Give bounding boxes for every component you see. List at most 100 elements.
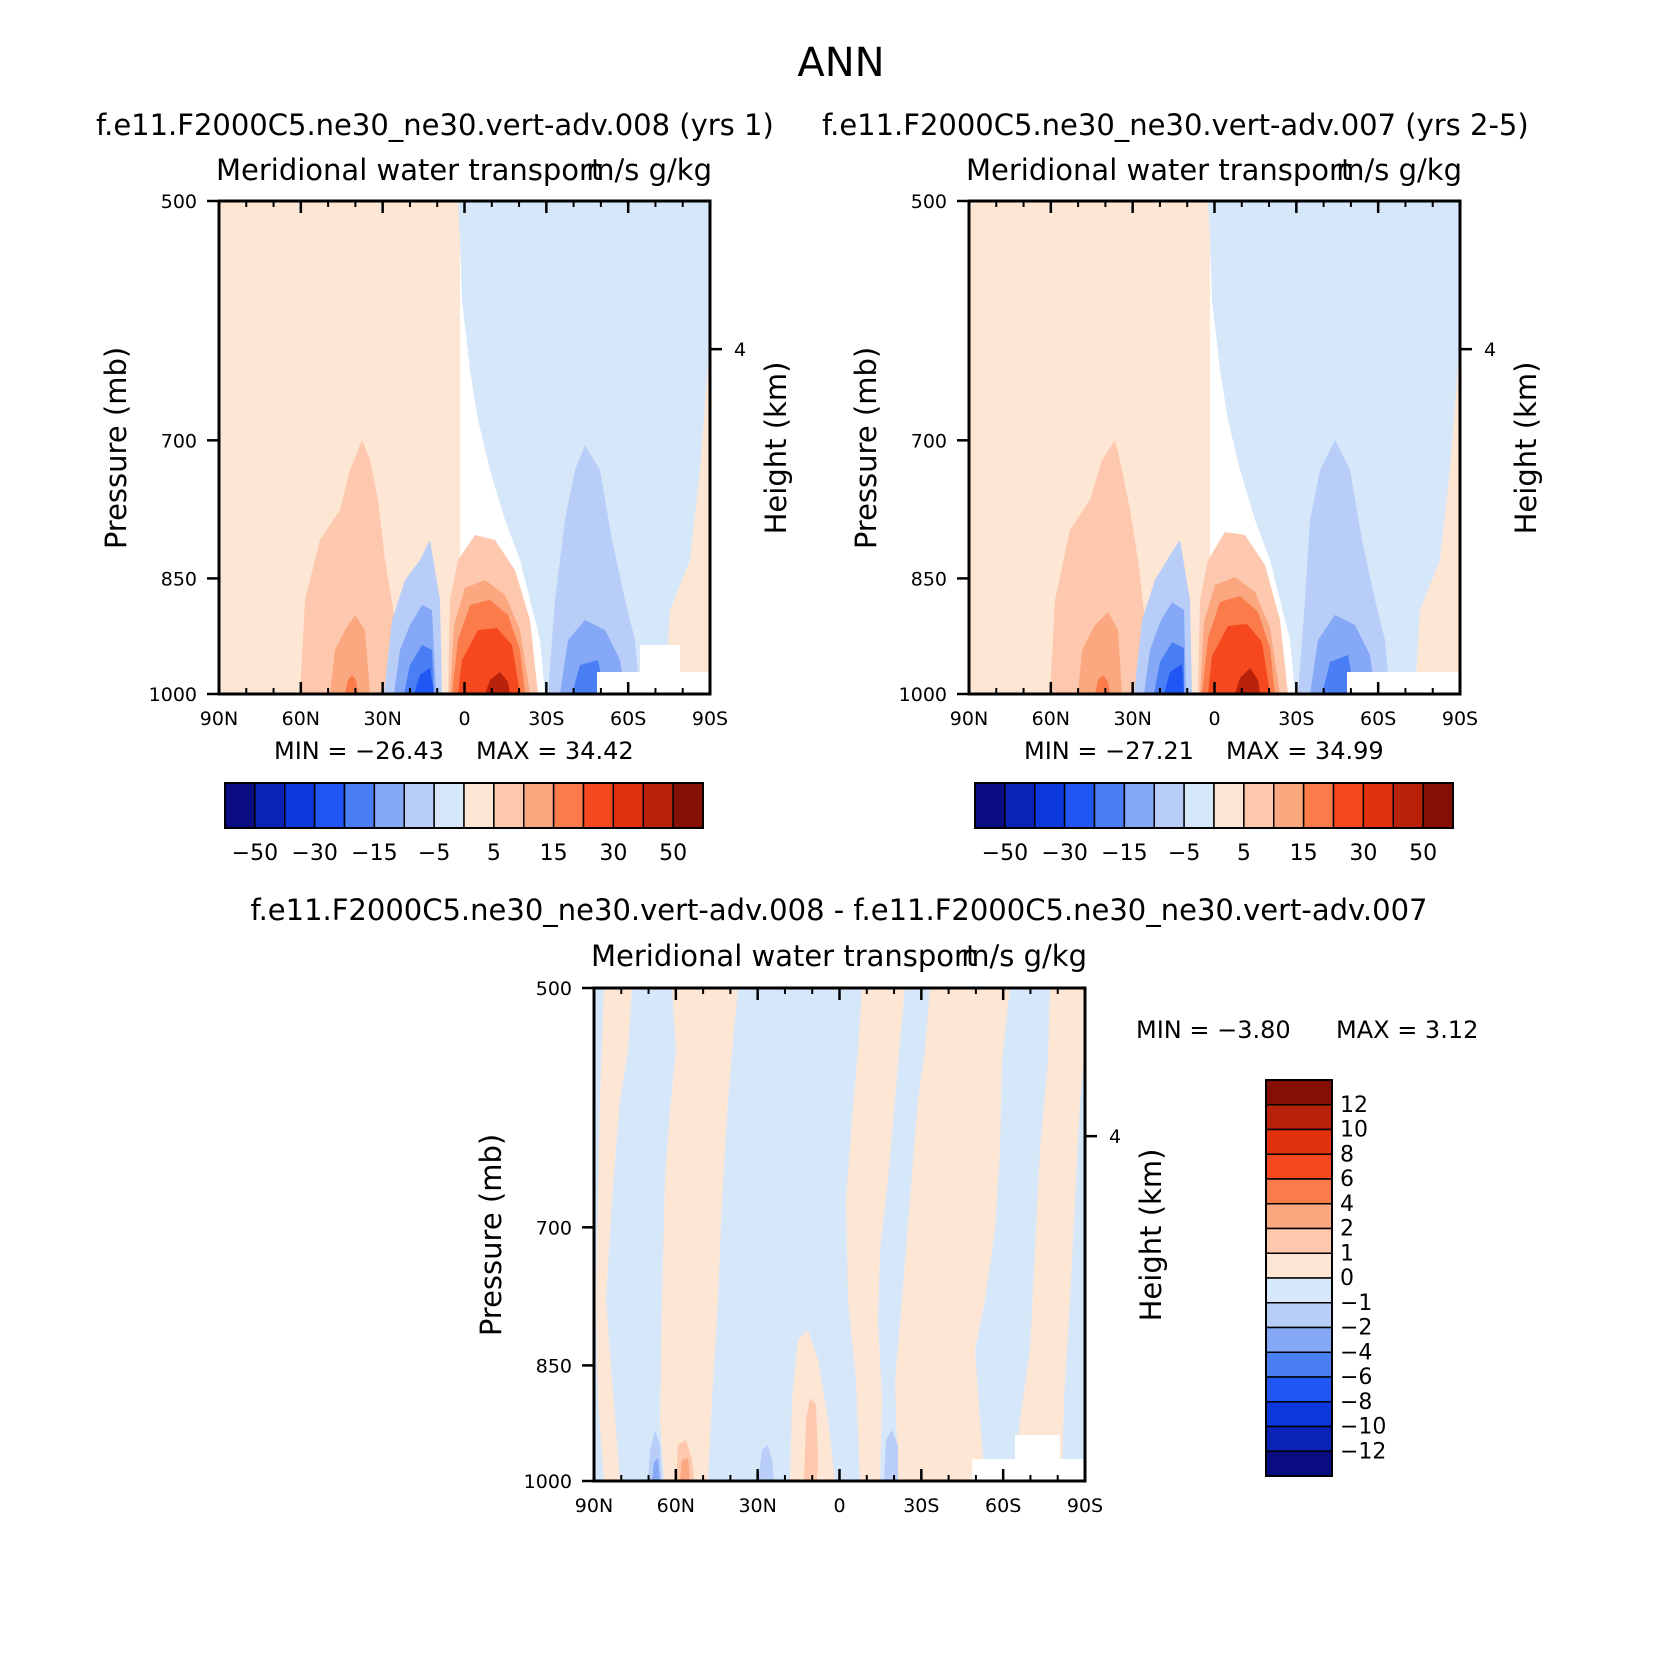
panel-2-ylabel: Pressure (mb): [849, 347, 883, 549]
colorbar-frame: [224, 782, 704, 829]
colorbar-label: −8: [1340, 1390, 1372, 1415]
panel-1-contour-neg-5-sh: [548, 445, 640, 694]
x-tick-label: 60S: [1360, 708, 1396, 730]
colorbar-swatch: [1213, 782, 1245, 829]
panel-3-contour-pos-1: [804, 1398, 818, 1481]
panel-1-contour-neg-15-sh: [572, 660, 605, 694]
panel-1-ylabel: Pressure (mb): [99, 347, 133, 549]
colorbar-label: 50: [659, 841, 687, 866]
x-tick-label: 60N: [282, 708, 320, 730]
colorbar-swatch: [463, 782, 495, 829]
colorbar-swatch: [1362, 782, 1394, 829]
panel-3-y-ticks: 500 700 850 1000 4: [524, 978, 1121, 1493]
panel-1-min-label: MIN = −26.43: [274, 737, 444, 765]
x-tick-label: 30N: [738, 1495, 776, 1517]
panel-2-contours: [969, 201, 1460, 694]
y2-tick-label: 4: [734, 339, 746, 361]
colorbar-label: 10: [1340, 1118, 1368, 1143]
panel-2-y2label: Height (km): [1509, 362, 1543, 535]
colorbar-swatch: [373, 782, 405, 829]
colorbar-label: −1: [1340, 1291, 1372, 1316]
colorbar-swatch: [284, 782, 316, 829]
y-tick-label: 500: [161, 191, 197, 213]
colorbar-swatch: [224, 782, 256, 829]
colorbar-swatch: [1392, 782, 1424, 829]
x-tick-label: 90S: [1067, 1495, 1103, 1517]
panel-3-contour-neg-0-band: [594, 988, 604, 1481]
panel-1-missing-data: [640, 645, 680, 675]
colorbar-swatch: [493, 782, 525, 829]
x-tick-label: 90N: [950, 708, 988, 730]
colorbar-label: −12: [1340, 1439, 1386, 1464]
colorbar-label: −50: [982, 841, 1028, 866]
y-tick-label: 1000: [149, 684, 197, 706]
panel-3-contour-neg-1: [758, 1445, 774, 1481]
colorbar-swatch: [612, 782, 644, 829]
colorbar-swatch: [1265, 1203, 1333, 1230]
colorbar-label: −5: [418, 841, 450, 866]
colorbar-swatch: [1265, 1351, 1333, 1378]
panel-2-contour-neg-5-sh: [1298, 440, 1390, 694]
panel-1-x-ticks: 90N 60N 30N 0 30S 60S 90S: [200, 201, 728, 730]
panel-2-contour-pos-30-sh: [1235, 668, 1260, 694]
y-tick-label: 850: [536, 1355, 572, 1377]
colorbar-swatch: [1265, 1401, 1333, 1428]
colorbar-swatch: [1243, 782, 1275, 829]
colorbar-swatch: [1153, 782, 1185, 829]
panel-3-contours: [594, 988, 1085, 1481]
panel-1-contour-pos-10-nh: [330, 615, 370, 694]
panel-3-contour-neg-0-band: [606, 988, 676, 1481]
colorbar-swatch: [1265, 1178, 1333, 1205]
panel-3-contour-neg-0-band: [708, 988, 862, 1481]
colorbar-swatch: [343, 782, 376, 829]
panel-2-right-string: m/s g/kg: [1336, 153, 1462, 187]
colorbar-swatch: [1265, 1128, 1333, 1155]
y-tick-label: 1000: [899, 684, 947, 706]
colorbar-swatch: [1265, 1227, 1333, 1254]
colorbar-swatch: [1273, 782, 1305, 829]
x-tick-label: 60N: [1032, 708, 1070, 730]
panel-3-contour-neg-2: [652, 1458, 660, 1481]
colorbar-swatch: [1265, 1252, 1333, 1279]
panel-3-y2label: Height (km): [1134, 1149, 1168, 1322]
x-tick-label: 60S: [610, 708, 646, 730]
colorbar-swatch: [1265, 1277, 1333, 1304]
y-tick-label: 850: [161, 568, 197, 590]
colorbar-swatch: [582, 782, 615, 829]
x-tick-label: 0: [833, 1495, 845, 1517]
panel-2-title: f.e11.F2000C5.ne30_ne30.vert-adv.007 (yr…: [822, 108, 1529, 142]
colorbar-label: 4: [1340, 1192, 1354, 1217]
colorbar-label: −4: [1340, 1340, 1372, 1365]
y-tick-label: 500: [911, 191, 947, 213]
colorbar-label: 0: [1340, 1266, 1354, 1291]
x-tick-label: 30N: [1113, 708, 1151, 730]
y-tick-label: 850: [911, 568, 947, 590]
figure-title: ANN: [797, 40, 884, 86]
panel-1-contours: [219, 201, 710, 694]
x-tick-label: 60S: [985, 1495, 1021, 1517]
x-tick-label: 90S: [1442, 708, 1478, 730]
x-tick-label: 90S: [692, 708, 728, 730]
colorbar-label: 15: [540, 841, 568, 866]
colorbar-swatch: [1265, 1104, 1333, 1131]
panel-1-contour-pos-20-sh: [458, 628, 520, 694]
panel-2-max-label: MAX = 34.99: [1226, 737, 1384, 765]
colorbar-swatch: [1302, 782, 1335, 829]
x-tick-label: 30S: [528, 708, 564, 730]
panel-2-colorbar: −50 −30 −15 −5 5 15 30 50: [974, 782, 1454, 866]
panel-2-contour-pos-5-polar: [1415, 340, 1460, 694]
colorbar-swatch: [403, 782, 435, 829]
colorbar-label: 5: [1237, 841, 1251, 866]
y-tick-label: 700: [911, 430, 947, 452]
colorbar-label: −15: [351, 841, 397, 866]
y-tick-label: 1000: [524, 1471, 572, 1493]
colorbar-swatch: [1265, 1376, 1333, 1403]
panel-2-x-ticks: 90N 60N 30N 0 30S 60S 90S: [950, 201, 1478, 730]
colorbar-swatch: [1004, 782, 1036, 829]
panel-3-contour-neg-0-band: [878, 988, 930, 1481]
colorbar-label: 6: [1340, 1167, 1354, 1192]
panel-1-missing-data: [597, 672, 710, 694]
